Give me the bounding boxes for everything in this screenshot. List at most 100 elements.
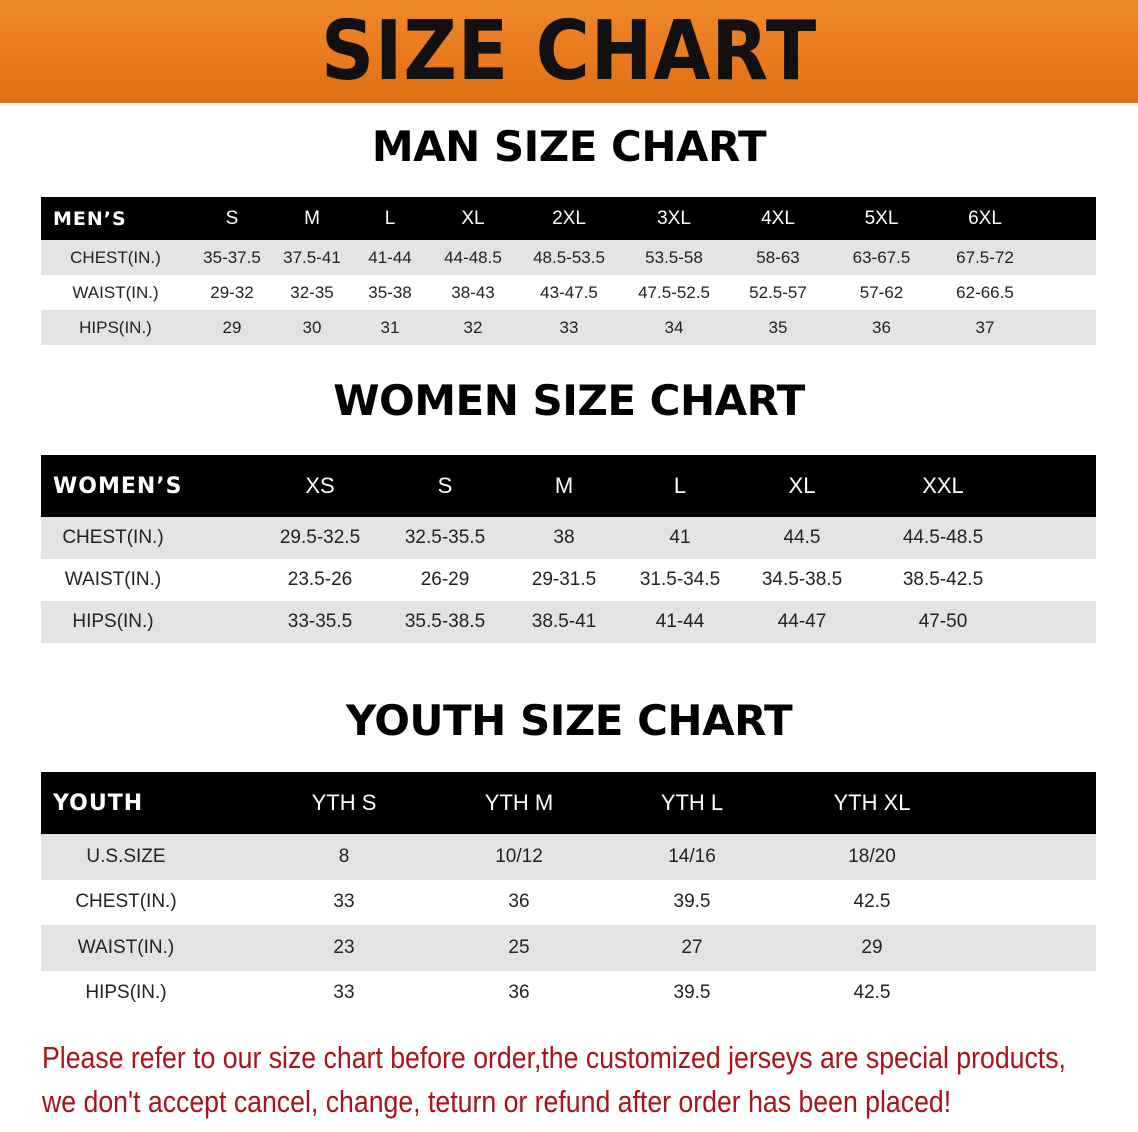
measurement-cell: 39.5 xyxy=(673,891,711,913)
measurement-cell: 44-47 xyxy=(777,611,827,632)
measurement-cell: 44-48.5 xyxy=(444,247,502,267)
measurement-cell: 29 xyxy=(222,317,242,337)
measurement-cell: 41-44 xyxy=(655,611,705,632)
row-label: WAIST(IN.) xyxy=(72,282,159,302)
table-row: WAIST(IN.) 23.5-26 26-29 29-31.5 31.5-34.5 34… xyxy=(41,559,1096,601)
row-label: WAIST(IN.) xyxy=(77,936,175,958)
size-header: L xyxy=(673,473,687,498)
row-label: CHEST(IN.) xyxy=(75,891,177,913)
measurement-cell: 41-44 xyxy=(368,247,412,267)
table-row: CHEST(IN.) 29.5-32.5 32.5-35.5 38 41 44.5 44.5… xyxy=(41,517,1096,559)
measurement-cell: 44.5 xyxy=(783,527,821,548)
size-header: 6XL xyxy=(968,207,1002,229)
men-section-title: MAN SIZE CHART xyxy=(371,122,767,171)
measurement-cell: 38-43 xyxy=(451,282,495,302)
row-label: HIPS(IN.) xyxy=(79,317,152,337)
measurement-cell: 32 xyxy=(463,317,483,337)
size-header: L xyxy=(384,207,396,229)
measurement-cell: 33-35.5 xyxy=(287,611,353,632)
measurement-cell: 32.5-35.5 xyxy=(404,527,486,548)
youth-section-title: YOUTH SIZE CHART xyxy=(345,696,793,745)
measurement-cell: 42.5 xyxy=(853,891,891,913)
measurement-cell: 33 xyxy=(559,317,579,337)
table-row: CHEST(IN.) 33 36 39.5 42.5 xyxy=(41,879,1096,925)
measurement-cell: 30 xyxy=(302,317,322,337)
measurement-cell: 10/12 xyxy=(495,845,543,867)
measurement-cell: 32-35 xyxy=(290,282,334,302)
measurement-cell: 29-31.5 xyxy=(531,569,597,590)
banner: SIZE CHART xyxy=(0,0,1138,103)
size-header: M xyxy=(304,207,320,229)
measurement-cell: 42.5 xyxy=(853,982,891,1004)
size-header: S xyxy=(225,207,239,229)
measurement-cell: 37 xyxy=(975,317,995,337)
measurement-cell: 47-50 xyxy=(918,611,968,632)
header-label: YOUTH xyxy=(53,790,144,816)
header-label: WOMEN’S xyxy=(53,473,183,499)
size-header: XL xyxy=(461,207,485,229)
measurement-cell: 31 xyxy=(380,317,400,337)
size-header: YTH XL xyxy=(833,790,911,815)
measurement-cell: 23.5-26 xyxy=(287,569,353,590)
measurement-cell: 57-62 xyxy=(859,282,904,302)
measurement-cell: 62-66.5 xyxy=(956,282,1014,302)
table-row: HIPS(IN.) 33-35.5 35.5-38.5 38.5-41 41-44 44-… xyxy=(41,601,1096,643)
measurement-cell: 48.5-53.5 xyxy=(533,247,605,267)
row-label: HIPS(IN.) xyxy=(85,982,167,1004)
notice-line-2: we don't accept cancel, change, teturn o… xyxy=(42,1084,952,1119)
women-size-table: WOMEN’S XS S M L XL XXL CHEST(IN.) 29.5-32.5 32.5… xyxy=(41,455,1096,643)
row-label: WAIST(IN.) xyxy=(64,569,162,590)
header-label: MEN’S xyxy=(53,207,127,230)
table-row: HIPS(IN.) 29 30 31 32 33 34 35 36 37 xyxy=(41,310,1096,345)
measurement-cell: 35-37.5 xyxy=(203,247,261,267)
size-header: YTH S xyxy=(311,790,377,815)
measurement-cell: 38 xyxy=(553,527,575,548)
banner-title: SIZE CHART xyxy=(320,4,818,99)
order-notice: Please refer to our size chart before or… xyxy=(42,1036,1066,1124)
size-header: S xyxy=(437,473,453,498)
measurement-cell: 35-38 xyxy=(368,282,412,302)
size-header: YTH M xyxy=(484,790,554,815)
measurement-cell: 36 xyxy=(508,982,530,1004)
measurement-cell: 36 xyxy=(508,891,530,913)
table-header-row: YOUTH YTH S YTH M YTH L YTH XL xyxy=(41,772,1096,834)
table-header-row: WOMEN’S XS S M L XL XXL xyxy=(41,455,1096,517)
women-section-title: WOMEN SIZE CHART xyxy=(333,376,805,425)
size-header: 4XL xyxy=(761,207,795,229)
table-row: CHEST(IN.) 35-37.5 37.5-41 41-44 44-48.5 48.5… xyxy=(41,240,1096,275)
measurement-cell: 34 xyxy=(664,317,684,337)
table-row: U.S.SIZE 8 10/12 14/16 18/20 xyxy=(41,834,1096,880)
measurement-cell: 34.5-38.5 xyxy=(761,569,843,590)
measurement-cell: 67.5-72 xyxy=(956,247,1014,267)
size-header: 3XL xyxy=(657,207,691,229)
table-row: WAIST(IN.) 23 25 27 29 xyxy=(41,925,1096,971)
size-header: XS xyxy=(305,473,335,498)
measurement-cell: 29.5-32.5 xyxy=(279,527,361,548)
men-size-table: MEN’S S M L XL 2XL 3XL 4XL 5XL 6XL CHEST(IN.) 35-37… xyxy=(41,197,1096,345)
measurement-cell: 33 xyxy=(333,891,355,913)
measurement-cell: 23 xyxy=(333,936,355,958)
table-header-row: MEN’S S M L XL 2XL 3XL 4XL 5XL 6XL xyxy=(41,197,1096,240)
size-header: YTH L xyxy=(660,790,724,815)
measurement-cell: 31.5-34.5 xyxy=(639,569,721,590)
measurement-cell: 58-63 xyxy=(756,247,800,267)
size-header: 5XL xyxy=(864,207,899,229)
measurement-cell: 29 xyxy=(861,936,883,958)
measurement-cell: 14/16 xyxy=(668,845,716,867)
size-header: 2XL xyxy=(552,207,586,229)
size-header: XL xyxy=(788,473,816,498)
size-header: XXL xyxy=(922,473,964,498)
measurement-cell: 35.5-38.5 xyxy=(404,611,486,632)
size-header: M xyxy=(554,473,574,498)
row-label: U.S.SIZE xyxy=(86,845,166,867)
measurement-cell: 38.5-42.5 xyxy=(902,569,984,590)
measurement-cell: 41 xyxy=(669,527,691,548)
measurement-cell: 35 xyxy=(768,317,788,337)
measurement-cell: 29-32 xyxy=(210,282,254,302)
measurement-cell: 39.5 xyxy=(673,982,711,1004)
measurement-cell: 18/20 xyxy=(848,845,896,867)
measurement-cell: 38.5-41 xyxy=(531,611,597,632)
measurement-cell: 37.5-41 xyxy=(283,247,341,267)
measurement-cell: 27 xyxy=(681,936,703,958)
measurement-cell: 43-47.5 xyxy=(540,282,598,302)
